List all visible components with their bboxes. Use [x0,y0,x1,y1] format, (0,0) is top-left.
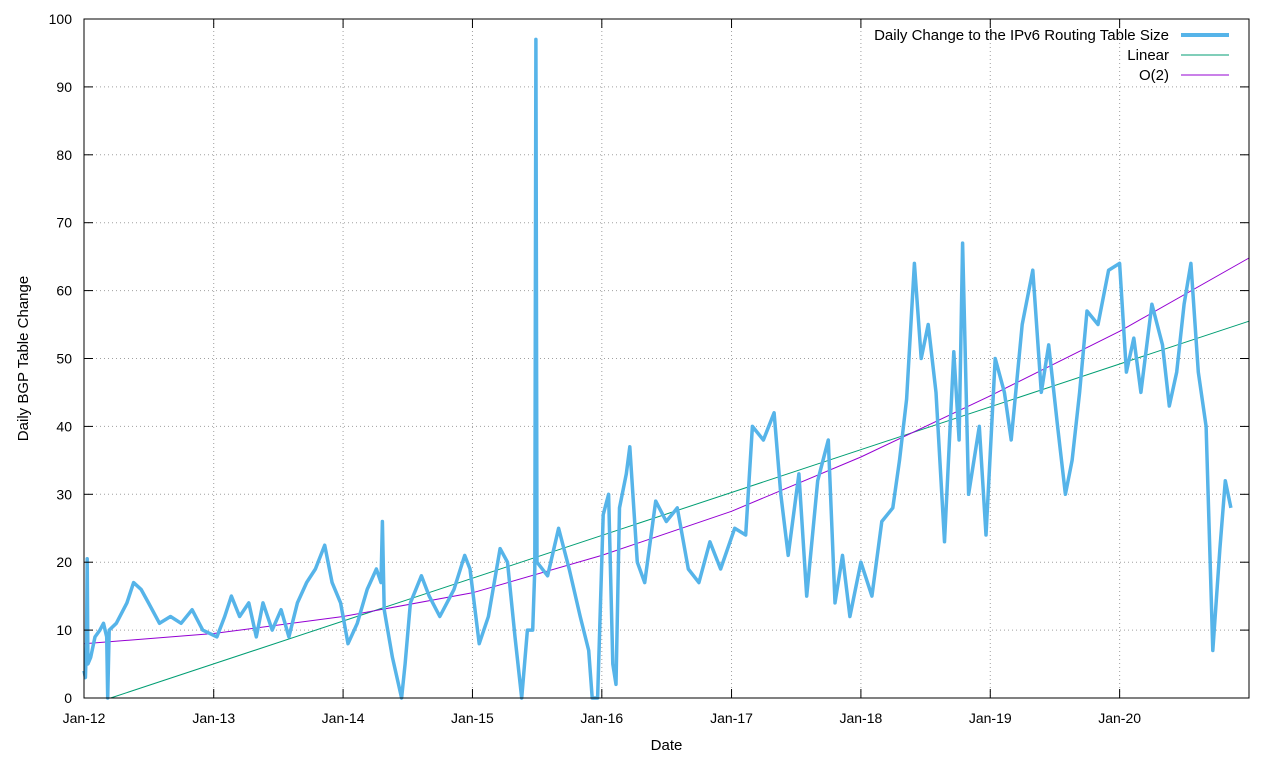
series-line-0 [82,37,1233,700]
grid [84,19,1249,698]
x-axis-label: Date [651,737,683,754]
x-tick-label: Jan-15 [451,710,494,726]
legend-label: Daily Change to the IPv6 Routing Table S… [874,27,1169,44]
y-tick-label: 40 [56,418,72,434]
y-axis-label: Daily BGP Table Change [15,276,32,441]
legend-label: O(2) [1139,67,1169,84]
x-tick-label: Jan-13 [192,710,235,726]
x-tick-label: Jan-14 [322,710,365,726]
y-tick-label: 30 [56,486,72,502]
legend: Daily Change to the IPv6 Routing Table S… [874,27,1229,84]
y-tick-label: 20 [56,554,72,570]
y-tick-label: 60 [56,283,72,299]
y-tick-label: 0 [64,690,72,706]
y-tick-label: 10 [56,622,72,638]
y-tick-label: 80 [56,147,72,163]
x-tick-label: Jan-16 [580,710,623,726]
x-tick-label: Jan-18 [839,710,882,726]
plot-frame [83,18,1250,699]
axes: 0 10 20 30 40 50 60 70 80 90 100 Jan-12 Jan-13 Jan-14… [49,11,1249,726]
y-tick-label: 100 [49,11,73,27]
legend-label: Linear [1127,47,1169,64]
series-line-1 [110,320,1250,699]
plot-area [82,37,1250,700]
y-tick-label: 90 [56,79,72,95]
y-tick-label: 70 [56,215,72,231]
x-tick-label: Jan-12 [63,710,106,726]
x-tick-label: Jan-17 [710,710,753,726]
y-tick-label: 50 [56,351,72,367]
series-line-2 [83,257,1250,645]
x-tick-label: Jan-19 [969,710,1012,726]
x-tick-label: Jan-20 [1098,710,1141,726]
